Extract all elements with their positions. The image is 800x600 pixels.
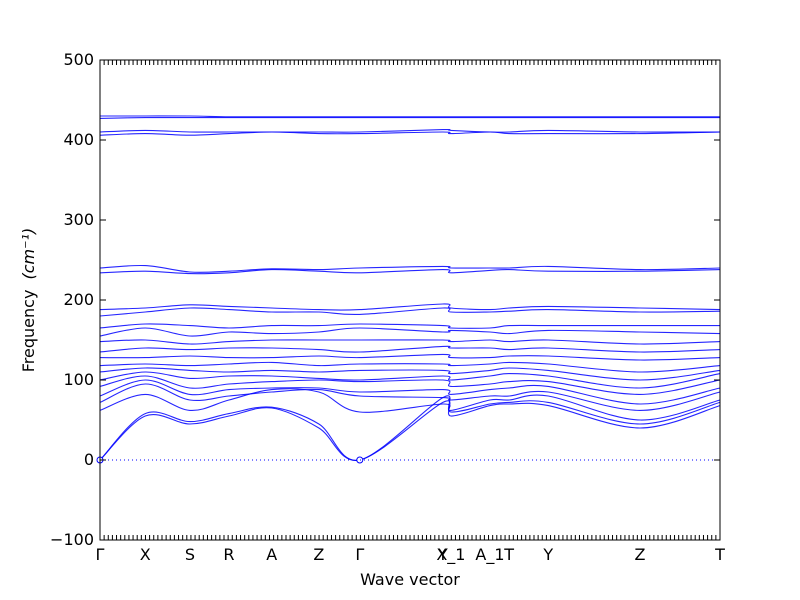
band-line-14: [99, 323, 720, 329]
band-line-16: [99, 303, 721, 311]
k-point-label: A_1: [475, 545, 504, 565]
y-tick-label: 200: [63, 290, 94, 309]
band-line-20: [99, 128, 721, 133]
k-point-label: Z: [635, 545, 646, 564]
k-point-label: Γ: [355, 545, 364, 564]
x-axis-ticks: Γ X S R A Z Γ YX_1 A_1 T Y Z T: [96, 545, 726, 565]
band-line-5: [99, 379, 721, 405]
k-point-label: Z: [313, 545, 324, 564]
y-axis-label-unit: (cm⁻¹): [19, 228, 38, 280]
band-line-11: [99, 345, 721, 353]
band-line-22: [99, 115, 720, 118]
y-axis-label-text: Frequency: [19, 290, 38, 373]
k-point-label: X: [140, 545, 151, 564]
gamma-point-marker: [356, 456, 364, 464]
plot-frame: [99, 59, 721, 541]
band-line-7: [99, 371, 721, 389]
minor-ticks: [99, 60, 721, 540]
band-line-6: [99, 375, 721, 395]
k-point-label: Y: [542, 545, 553, 564]
y-tick-label: 500: [63, 50, 94, 69]
band-line-4: [99, 383, 721, 411]
band-line-1: [99, 400, 721, 461]
k-point-label: S: [185, 545, 195, 564]
k-point-label: Y: [437, 545, 448, 564]
k-point-label: Γ: [96, 545, 105, 564]
x-axis-label: Wave vector: [360, 570, 460, 589]
y-tick-label: 0: [84, 450, 94, 469]
band-line-2: [99, 395, 721, 461]
band-line-12: [99, 339, 721, 345]
band-line-10: [99, 353, 721, 361]
y-axis-ticks: −100 0 100 200 300 400 500: [50, 50, 720, 549]
k-point-label: A: [266, 545, 277, 564]
band-line-3: [99, 388, 721, 421]
band-lines: [96, 115, 721, 464]
band-line-9: [99, 361, 721, 373]
band-line-21: [99, 116, 720, 119]
band-line-18: [99, 264, 721, 273]
k-point-label: T: [503, 545, 514, 564]
band-line-17: [99, 269, 721, 275]
band-line-13: [99, 327, 721, 337]
band-line-15: [99, 307, 721, 317]
y-axis-label: Frequency (cm⁻¹): [19, 228, 38, 372]
band-line-19: [99, 131, 721, 136]
k-point-label: X_1: [436, 545, 465, 565]
k-point-label: T: [714, 545, 725, 564]
band-line-8: [99, 367, 721, 381]
y-tick-label: 400: [63, 130, 94, 149]
y-tick-label: 100: [63, 370, 94, 389]
y-tick-label: −100: [50, 530, 94, 549]
k-point-label: R: [223, 545, 234, 564]
y-tick-label: 300: [63, 210, 94, 229]
